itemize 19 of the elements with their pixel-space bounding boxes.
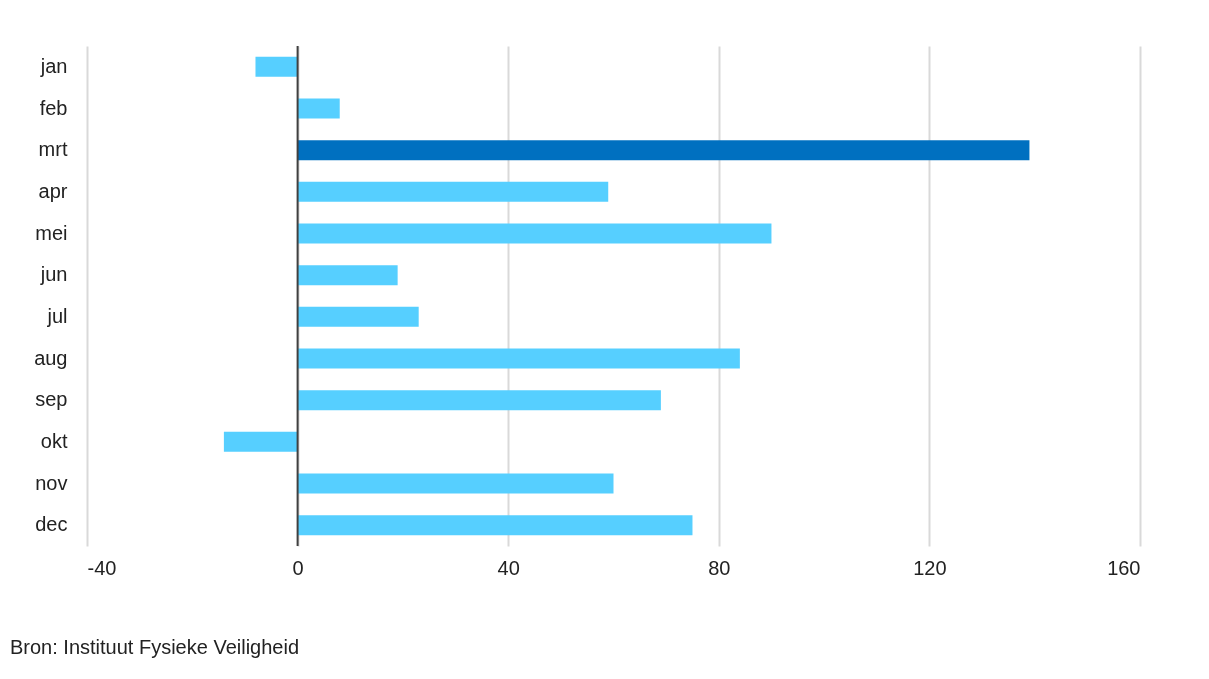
y-tick-label: jan [39, 54, 68, 77]
y-tick-label: sep [35, 388, 68, 411]
text: Bron: Instituut Fysieke Veiligheid [10, 636, 300, 659]
x-tick-label: 120 [913, 556, 947, 579]
y-tick-label: aug [34, 346, 68, 369]
y-tick-label: mrt [38, 138, 68, 161]
x-tick-label: 80 [708, 556, 731, 579]
x-tick-label: 160 [1107, 556, 1141, 579]
y-tick-label: dec [35, 513, 68, 536]
y-tick-label: feb [39, 96, 68, 119]
y-tick-label: apr [38, 179, 68, 202]
x-tick-label: 40 [497, 556, 520, 579]
y-tick-label: mei [35, 221, 68, 244]
y-tick-label: jul [46, 304, 68, 327]
y-tick-label: jun [39, 263, 68, 286]
y-tick-label: okt [40, 429, 68, 452]
x-tick-label: -40 [87, 556, 117, 579]
x-tick-label: 0 [292, 556, 304, 579]
y-tick-label: nov [35, 471, 68, 494]
